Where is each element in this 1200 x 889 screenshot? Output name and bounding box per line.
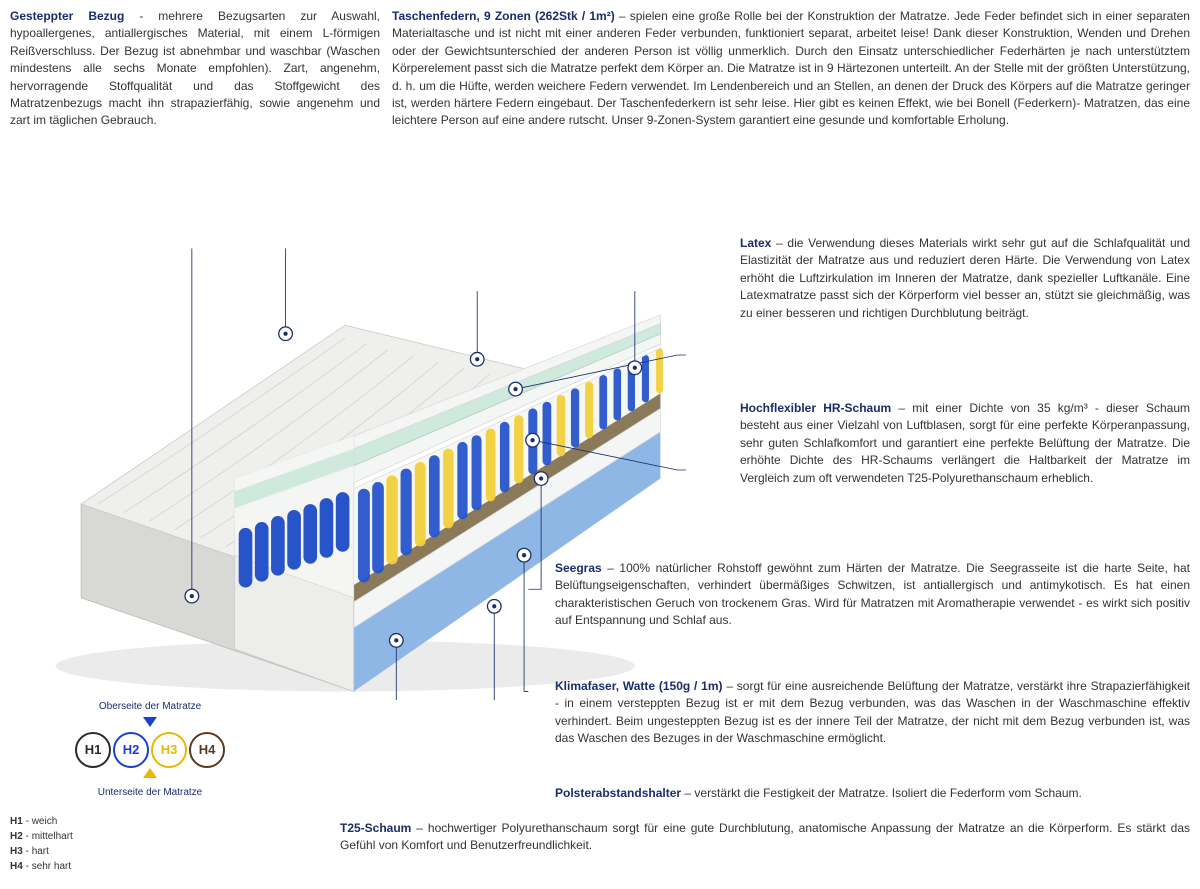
polster-block: Polsterabstandshalter – verstärkt die Fe… xyxy=(555,785,1190,802)
seegras-block: Seegras – 100% natürlicher Rohstoff gewö… xyxy=(555,560,1190,630)
gesteppter-block: Gesteppter Bezug - mehrere Bezugsarten z… xyxy=(10,8,380,130)
t25-text: – hochwertiger Polyurethanschaum sorgt f… xyxy=(340,821,1190,852)
hr-block: Hochflexibler HR-Schaum – mit einer Dich… xyxy=(740,400,1190,487)
gesteppter-text: - mehrere Bezugsarten zur Auswahl, hypoa… xyxy=(10,9,380,127)
t25-title: T25-Schaum xyxy=(340,821,411,835)
latex-text: – die Verwendung dieses Materials wirkt … xyxy=(740,236,1190,320)
mattress-svg xyxy=(10,240,740,700)
mattress-diagram xyxy=(10,240,740,700)
h1-circle: H1 xyxy=(75,732,111,768)
seegras-text: – 100% natürlicher Rohstoff gewöhnt zum … xyxy=(555,561,1190,627)
latex-title: Latex xyxy=(740,236,771,250)
taschenfedern-block: Taschenfedern, 9 Zonen (262Stk / 1m²) – … xyxy=(392,8,1190,130)
taschenfedern-text: – spielen eine große Rolle bei der Konst… xyxy=(392,9,1190,127)
latex-block: Latex – die Verwendung dieses Materials … xyxy=(740,235,1190,322)
top-text-row: Gesteppter Bezug - mehrere Bezugsarten z… xyxy=(0,0,1200,130)
klima-title: Klimafaser, Watte (150g / 1m) xyxy=(555,679,723,693)
hardness-circles: H1 H2 H3 H4 xyxy=(10,732,290,768)
legend-top-label: Oberseite der Matratze xyxy=(10,700,290,715)
taschenfedern-title: Taschenfedern, 9 Zonen (262Stk / 1m²) xyxy=(392,9,615,23)
gesteppter-title: Gesteppter Bezug xyxy=(10,9,124,23)
h3-circle: H3 xyxy=(151,732,187,768)
legend-bottom-label: Unterseite der Matratze xyxy=(10,786,290,801)
h4-circle: H4 xyxy=(189,732,225,768)
hardness-legend: Oberseite der Matratze H1 H2 H3 H4 Unter… xyxy=(10,700,290,874)
seegras-title: Seegras xyxy=(555,561,602,575)
legend-list: H1 - weich H2 - mittelhart H3 - hart H4 … xyxy=(10,814,290,874)
h2-circle: H2 xyxy=(113,732,149,768)
polster-title: Polsterabstandshalter xyxy=(555,786,681,800)
hr-title: Hochflexibler HR-Schaum xyxy=(740,401,891,415)
arrow-down-icon xyxy=(10,717,290,733)
arrow-up-icon xyxy=(10,768,290,784)
t25-block: T25-Schaum – hochwertiger Polyurethansch… xyxy=(340,820,1190,855)
klima-block: Klimafaser, Watte (150g / 1m) – sorgt fü… xyxy=(555,678,1190,748)
polster-text: – verstärkt die Festigkeit der Matratze.… xyxy=(681,786,1082,800)
